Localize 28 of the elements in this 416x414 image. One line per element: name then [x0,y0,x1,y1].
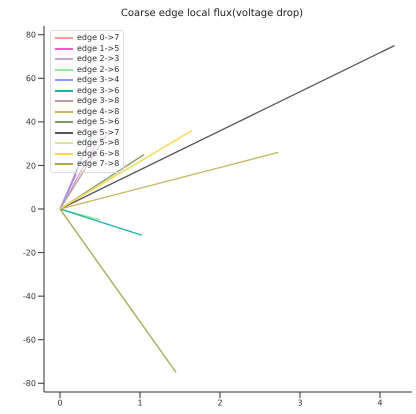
legend-label: edge 7->8 [77,159,120,170]
y-tick-label: -60 [22,336,36,345]
legend-label: edge 5->8 [77,138,120,148]
y-tick-label: -80 [22,379,36,388]
x-tick-label: 4 [377,398,383,408]
legend-label: edge 2->6 [77,64,120,75]
x-tick-label: 0 [57,398,63,408]
y-tick-label: 80 [26,30,36,40]
legend-label: edge 3->8 [77,96,120,106]
y-tick-label: 0 [30,204,36,214]
legend-label: edge 0->7 [77,33,120,44]
chart-title: Coarse edge local flux(voltage drop) [120,8,304,21]
y-tick-label: -20 [22,248,36,258]
legend-label: edge 3->4 [77,75,120,86]
legend-label: edge 5->6 [77,117,120,128]
legend-label: edge 5->7 [77,128,120,138]
x-tick-label: 3 [297,398,303,408]
legend-label: edge 1->5 [77,44,120,54]
x-tick-label: 2 [217,398,223,408]
y-tick-label: 40 [26,118,36,127]
legend-label: edge 3->6 [77,86,120,96]
legend-label: edge 6->8 [77,148,120,159]
legend-label: edge 2->3 [77,54,120,64]
legend-label: edge 4->8 [77,106,120,117]
x-tick-label: 1 [137,398,143,408]
y-tick-label: 20 [26,161,36,170]
y-tick-label: 60 [26,74,36,84]
y-tick-label: -40 [22,292,36,301]
